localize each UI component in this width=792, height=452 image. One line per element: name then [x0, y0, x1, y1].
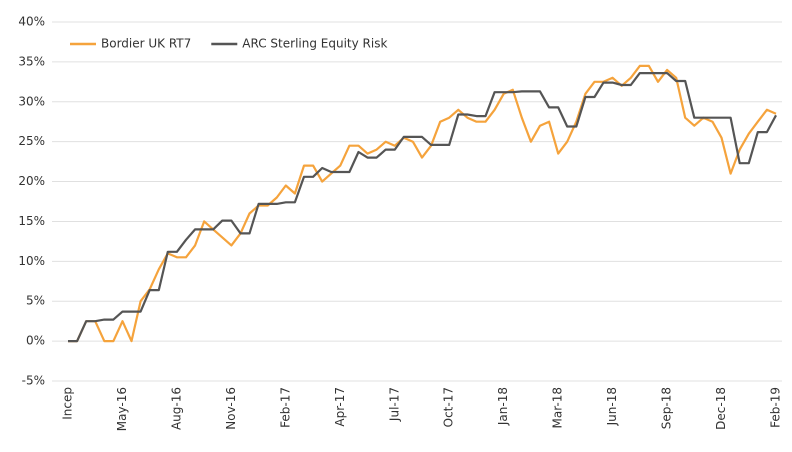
- y-tick-label: 0%: [26, 334, 45, 348]
- series-line: [68, 71, 777, 343]
- series-line: [68, 64, 777, 343]
- x-tick-label: Aug-16: [169, 387, 183, 430]
- y-tick-label: 40%: [18, 15, 45, 29]
- x-tick-label: May-16: [115, 387, 129, 431]
- x-tick-label: Feb-19: [769, 387, 783, 428]
- x-tick-label: Feb-17: [278, 387, 292, 428]
- x-tick-label: Incep: [61, 387, 75, 420]
- y-tick-label: 35%: [18, 54, 45, 68]
- x-tick-label: Sep-18: [660, 387, 674, 429]
- x-tick-label: Apr-17: [333, 387, 347, 427]
- y-tick-label: 25%: [18, 134, 45, 148]
- y-tick-label: 5%: [26, 294, 45, 308]
- y-tick-label: 20%: [18, 174, 45, 188]
- x-tick-label: Mar-18: [551, 387, 565, 428]
- x-tick-label: Oct-17: [442, 387, 456, 427]
- y-tick-label: 15%: [18, 214, 45, 228]
- x-tick-label: Nov-16: [224, 387, 238, 430]
- y-tick-label: -5%: [22, 374, 45, 388]
- x-tick-label: Dec-18: [714, 387, 728, 430]
- x-tick-label: Jan-18: [496, 387, 510, 426]
- x-tick-label: Jul-17: [387, 387, 401, 422]
- y-tick-label: 10%: [18, 254, 45, 268]
- legend-label: ARC Sterling Equity Risk: [242, 37, 387, 51]
- legend-label: Bordier UK RT7: [101, 37, 191, 51]
- x-tick-label: Jun-18: [605, 387, 619, 426]
- y-tick-label: 30%: [18, 94, 45, 108]
